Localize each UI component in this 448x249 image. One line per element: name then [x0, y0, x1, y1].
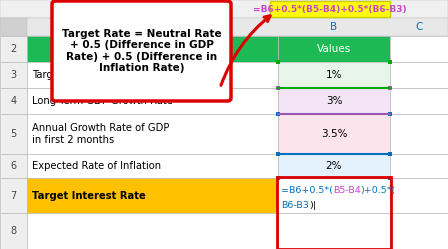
Bar	[278, 88, 390, 114]
Text: Long Term GDP Growth Rate: Long Term GDP Growth Rate	[32, 96, 173, 106]
Bar	[276, 60, 280, 64]
Bar	[27, 213, 278, 249]
Text: )+0.5*(: )+0.5*(	[361, 186, 396, 194]
Text: Target Rate = Neutral Rate
+ 0.5 (Difference in GDP
Rate) + 0.5 (Difference in
I: Target Rate = Neutral Rate + 0.5 (Differ…	[62, 29, 221, 73]
Bar	[278, 62, 390, 88]
Bar	[278, 213, 390, 249]
Bar	[278, 213, 390, 249]
Text: 2: 2	[10, 44, 17, 54]
Text: Annual Growth Rate of GDP
in first 2 months: Annual Growth Rate of GDP in first 2 mon…	[32, 123, 169, 145]
Bar	[390, 178, 448, 213]
Text: 3%: 3%	[326, 96, 342, 106]
Bar	[0, 154, 27, 178]
Text: 6: 6	[10, 161, 17, 171]
Bar	[388, 86, 392, 90]
Bar	[388, 176, 392, 180]
Text: 5: 5	[10, 129, 17, 139]
Bar	[276, 176, 280, 180]
Text: Values: Values	[317, 44, 351, 54]
Text: B6-B3: B6-B3	[281, 200, 309, 209]
Text: 3: 3	[10, 70, 17, 80]
Text: 3.5%: 3.5%	[321, 129, 347, 139]
Bar	[276, 86, 280, 90]
Bar	[0, 213, 27, 249]
Text: =B6+0.5*(: =B6+0.5*(	[281, 186, 333, 194]
FancyBboxPatch shape	[52, 1, 231, 101]
Bar	[276, 152, 280, 156]
Bar	[278, 178, 390, 213]
Bar	[0, 36, 27, 62]
Bar	[27, 62, 278, 88]
Bar	[276, 112, 280, 116]
Bar	[390, 154, 448, 178]
Text: Parti...: Parti...	[133, 44, 172, 54]
Bar	[278, 36, 390, 62]
Bar	[390, 114, 448, 154]
Bar	[0, 62, 27, 88]
Text: 7: 7	[10, 190, 17, 200]
Bar	[27, 114, 278, 154]
Bar	[388, 86, 392, 90]
Text: 1%: 1%	[326, 70, 342, 80]
Bar	[276, 112, 280, 116]
Bar	[270, 1, 390, 17]
Bar	[388, 112, 392, 116]
Bar	[27, 88, 278, 114]
Text: 8: 8	[10, 226, 17, 236]
Text: |: |	[313, 200, 316, 209]
Bar	[276, 86, 280, 90]
Bar	[0, 18, 27, 36]
Bar	[27, 154, 278, 178]
Text: Target Inflation Rate: Target Inflation Rate	[32, 70, 133, 80]
Text: C: C	[415, 22, 422, 32]
Text: 2%: 2%	[326, 161, 342, 171]
Bar	[278, 114, 390, 154]
Bar	[388, 112, 392, 116]
Text: ): )	[309, 200, 313, 209]
Bar	[278, 154, 390, 178]
Bar	[0, 114, 27, 154]
Bar	[277, 177, 391, 249]
Bar	[388, 152, 392, 156]
Text: Expected Rate of Inflation: Expected Rate of Inflation	[32, 161, 161, 171]
Bar	[0, 0, 448, 18]
Text: B5-B4: B5-B4	[333, 186, 361, 194]
Bar	[27, 178, 278, 213]
Text: Target Interest Rate: Target Interest Rate	[32, 190, 146, 200]
Bar	[27, 36, 278, 62]
Bar	[390, 88, 448, 114]
Bar	[0, 178, 27, 213]
Text: =B6+0.5*(B5-B4)+0.5*(B6-B3): =B6+0.5*(B5-B4)+0.5*(B6-B3)	[253, 4, 407, 13]
Text: B: B	[331, 22, 337, 32]
Text: 4: 4	[10, 96, 17, 106]
Bar	[390, 213, 448, 249]
Bar	[388, 152, 392, 156]
Bar	[390, 62, 448, 88]
Bar	[390, 36, 448, 62]
Bar	[0, 88, 27, 114]
Bar	[388, 60, 392, 64]
Bar	[0, 18, 448, 36]
Bar	[276, 152, 280, 156]
